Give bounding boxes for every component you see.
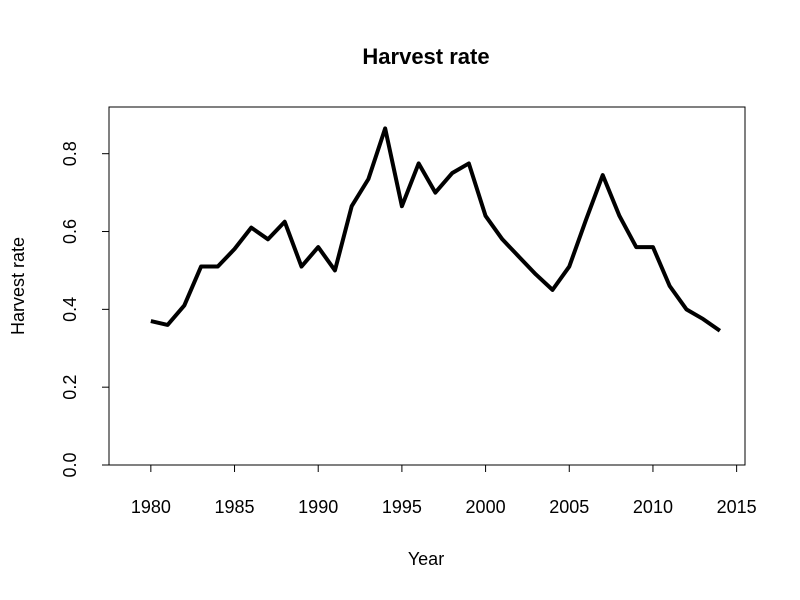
y-tick-label: 0.2 [60, 375, 80, 400]
y-tick-label: 0.4 [60, 297, 80, 322]
y-tick-label: 0.8 [60, 141, 80, 166]
x-axis: 1980 1985 1990 1995 2000 2005 2010 2015 [131, 464, 757, 517]
x-tick-label: 2015 [717, 497, 757, 517]
plot-frame [108, 106, 746, 466]
series-line [150, 126, 722, 333]
x-tick-label: 1980 [131, 497, 171, 517]
y-tick-label: 0.0 [60, 452, 80, 477]
y-axis-label: Harvest rate [8, 237, 28, 335]
y-axis: 0.0 0.2 0.4 0.6 0.8 [60, 141, 110, 478]
x-tick-label: 1990 [298, 497, 338, 517]
x-tick-label: 1985 [215, 497, 255, 517]
x-tick-label: 2000 [466, 497, 506, 517]
x-axis-label: Year [408, 549, 444, 569]
series-layer [150, 126, 722, 333]
x-tick-label: 2010 [633, 497, 673, 517]
x-tick-label: 2005 [549, 497, 589, 517]
y-tick-label: 0.6 [60, 219, 80, 244]
x-tick-label: 1995 [382, 497, 422, 517]
chart-title: Harvest rate [362, 44, 489, 69]
